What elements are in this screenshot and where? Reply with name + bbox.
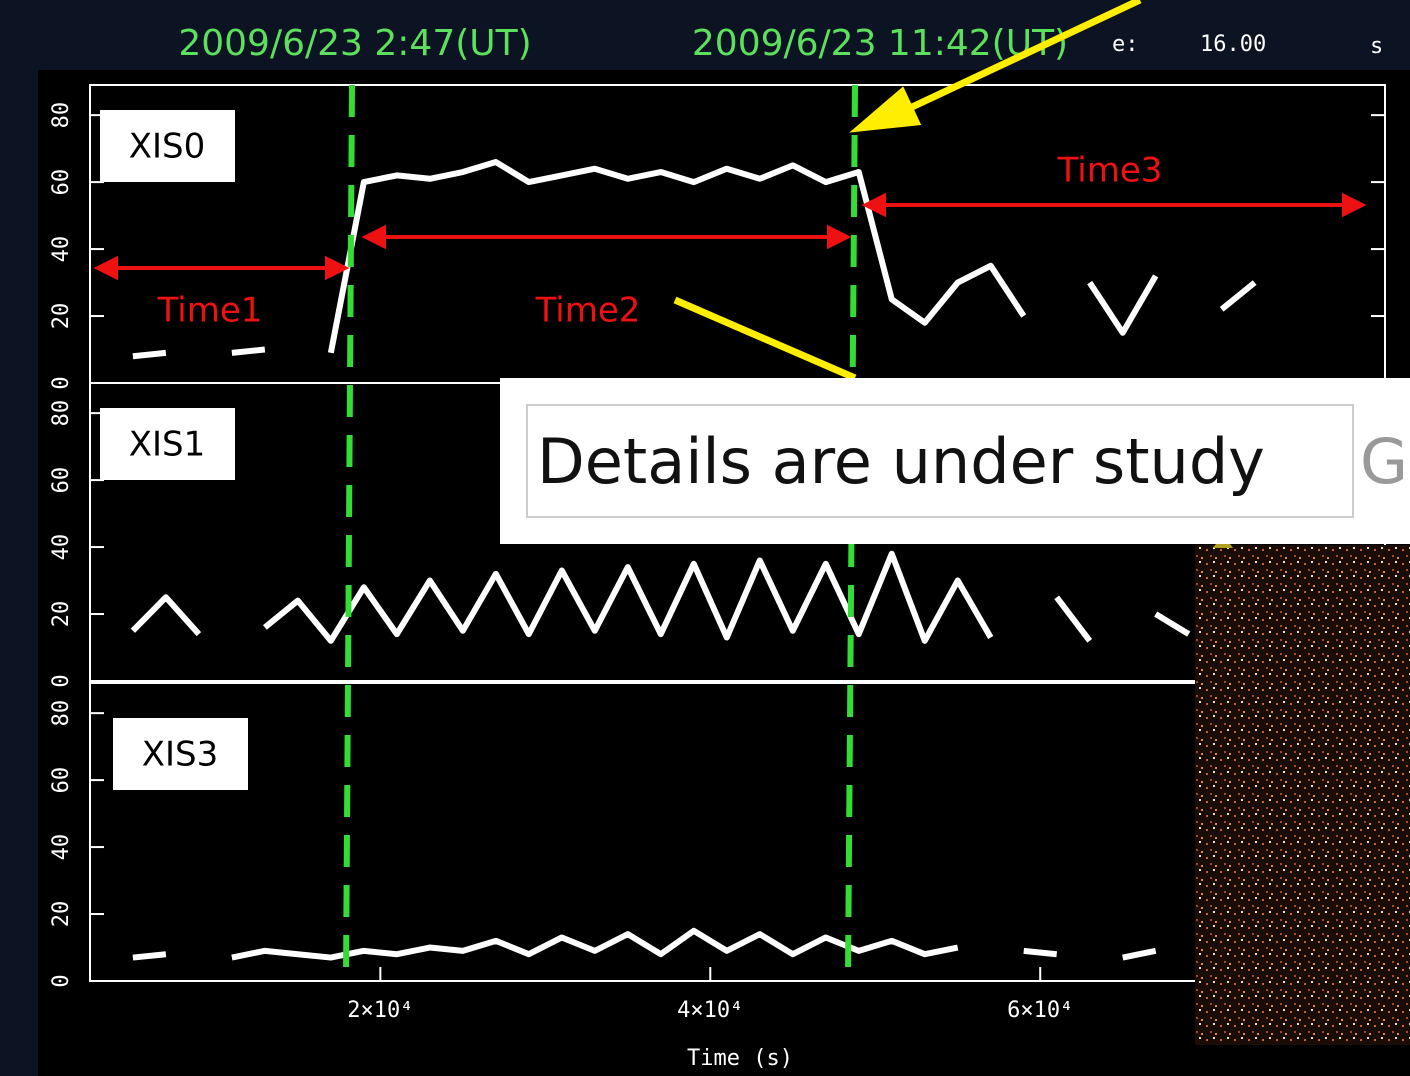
slide: 0 20 40 60 80 XIS0 0 20 40 60 80 XIS1 0 20 40 60 80 2×10⁴… bbox=[0, 0, 1410, 1076]
y-tick-label: 0 bbox=[49, 974, 74, 987]
interval-label: Time1 bbox=[157, 291, 263, 331]
x-tick-label: 4×10⁴ bbox=[677, 998, 743, 1023]
overlay-cut-text: G bbox=[1360, 425, 1408, 498]
y-tick-label: 0 bbox=[49, 674, 74, 687]
x-axis-label: Time (s) bbox=[687, 1046, 793, 1071]
panel-label: XIS0 bbox=[129, 127, 206, 167]
y-tick-label: 60 bbox=[49, 169, 74, 196]
y-tick-label: 40 bbox=[49, 534, 74, 561]
y-tick-label: 40 bbox=[49, 236, 74, 263]
panel-label: XIS1 bbox=[129, 425, 206, 465]
page: {"top_labels": {"start_time": "2009/6/23… bbox=[0, 0, 1410, 1076]
start-time: 2009/6/23 2:47(UT) bbox=[178, 23, 531, 64]
y-tick-label: 80 bbox=[49, 700, 74, 727]
y-tick-label: 20 bbox=[49, 901, 74, 928]
y-tick-label: 0 bbox=[49, 376, 74, 389]
interval-label: Time2 bbox=[535, 291, 641, 331]
x-tick-label: 2×10⁴ bbox=[347, 998, 413, 1023]
image-inset bbox=[1195, 545, 1410, 1045]
panel-label: XIS3 bbox=[142, 735, 219, 775]
x-tick-label: 6×10⁴ bbox=[1007, 998, 1073, 1023]
y-tick-label: 60 bbox=[49, 467, 74, 494]
y-tick-label: 20 bbox=[49, 303, 74, 330]
y-tick-label: 20 bbox=[49, 601, 74, 628]
y-tick-label: 60 bbox=[49, 767, 74, 794]
overlay-text: Details are under study bbox=[537, 425, 1265, 498]
interval-label: Time3 bbox=[1057, 151, 1163, 191]
y-tick-label: 80 bbox=[49, 102, 74, 128]
bin-unit: s bbox=[1370, 34, 1383, 59]
bin-label: e: bbox=[1112, 32, 1139, 57]
y-tick-label: 80 bbox=[49, 400, 74, 427]
bin-value: 16.00 bbox=[1200, 32, 1266, 57]
y-tick-label: 40 bbox=[49, 834, 74, 861]
